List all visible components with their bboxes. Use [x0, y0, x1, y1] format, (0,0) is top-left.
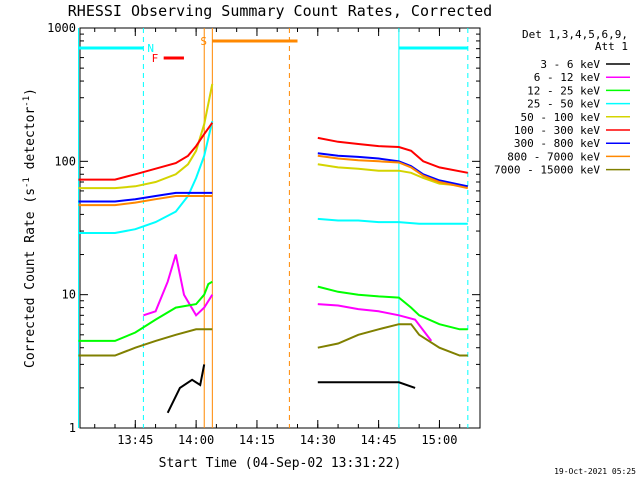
series-line-800-7000-kev	[78, 154, 469, 207]
series-line-50-100-kev	[78, 83, 468, 190]
legend-entry-label: 7000 - 15000 keV	[494, 164, 600, 177]
legend-entry-label: 300 - 800 keV	[514, 137, 600, 150]
x-tick-label: 13:45	[117, 433, 153, 447]
footer-date: 19-Oct-2021 05:25	[554, 467, 636, 476]
series-line-12-25-kev	[78, 280, 468, 342]
flag-label: N	[147, 42, 154, 55]
series-line-25-50-kev	[78, 120, 468, 234]
x-tick-label: 14:15	[239, 433, 275, 447]
x-tick-label: 14:45	[361, 433, 397, 447]
legend-entry-label: 6 - 12 keV	[534, 71, 601, 84]
series-line-3-6-kev	[166, 364, 416, 414]
x-tick-label: 15:00	[421, 433, 457, 447]
y-axis-label: Corrected Count Rate (s-1 detector-1)	[22, 88, 38, 368]
legend-subtitle: Att 1	[595, 40, 628, 53]
legend-entry-label: 12 - 25 keV	[527, 84, 600, 97]
flag-label: S	[200, 35, 207, 48]
chart-title: RHESSI Observing Summary Count Rates, Co…	[68, 2, 492, 20]
y-tick-label: 10	[62, 288, 76, 302]
series-line-100-300-kev	[78, 122, 468, 181]
legend-entry-label: 3 - 6 keV	[540, 58, 600, 71]
legend-title: Det 1,3,4,5,6,9,	[522, 28, 628, 41]
y-tick-label: 1000	[47, 21, 76, 35]
legend-entry-label: 25 - 50 keV	[527, 98, 600, 111]
legend-entry-label: 100 - 300 keV	[514, 124, 600, 137]
legend-entry-label: 800 - 7000 keV	[507, 150, 600, 163]
flag-label: F	[152, 52, 159, 65]
plot-area: 1 10 100 1000 13:45 14:00 14:15 14:30 14:45 15:00…	[47, 21, 481, 447]
x-axis-label: Start Time (04-Sep-02 13:31:22)	[159, 456, 402, 471]
series-line-6-12-kev	[143, 254, 433, 342]
series-line-7000-15000-kev	[78, 323, 468, 357]
legend-entry-label: 50 - 100 keV	[521, 111, 601, 124]
y-tick-label: 1	[69, 421, 76, 435]
plot-frame	[79, 27, 481, 429]
x-tick-label: 14:30	[300, 433, 336, 447]
x-tick-label: 14:00	[178, 433, 214, 447]
y-tick-label: 100	[54, 154, 76, 168]
series-line-300-800-kev	[78, 152, 469, 203]
